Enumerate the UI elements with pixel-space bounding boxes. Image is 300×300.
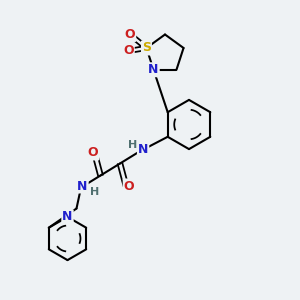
Text: N: N — [148, 63, 159, 76]
Text: H: H — [90, 187, 99, 197]
Text: O: O — [124, 28, 135, 41]
Text: N: N — [138, 142, 148, 156]
Text: O: O — [88, 146, 98, 160]
Text: N: N — [62, 210, 73, 224]
Text: N: N — [77, 179, 88, 193]
Text: O: O — [123, 44, 134, 58]
Text: H: H — [128, 140, 137, 150]
Text: O: O — [124, 179, 134, 193]
Text: S: S — [142, 41, 151, 55]
